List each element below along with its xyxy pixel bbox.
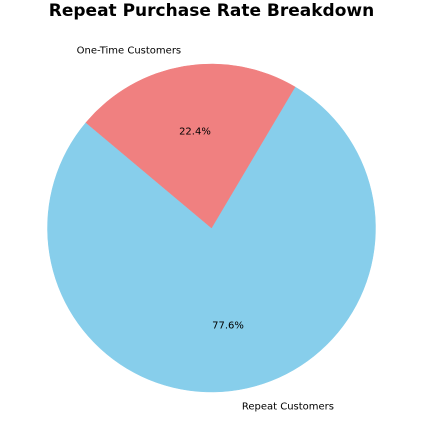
pie-labels: Repeat Customers 77.6% One-Time Customers 2… xyxy=(77,46,334,413)
slice-label: One-Time Customers xyxy=(77,46,182,57)
pie-slice-one-time-customers xyxy=(85,63,296,229)
pie-slice-repeat-customers xyxy=(47,86,376,393)
slice-percent-label: 22.4% xyxy=(179,127,211,138)
slice-label: Repeat Customers xyxy=(242,401,334,412)
pie-slices xyxy=(47,63,376,393)
chart-title: Repeat Purchase Rate Breakdown xyxy=(48,1,375,21)
slice-percent-label: 77.6% xyxy=(212,320,244,331)
